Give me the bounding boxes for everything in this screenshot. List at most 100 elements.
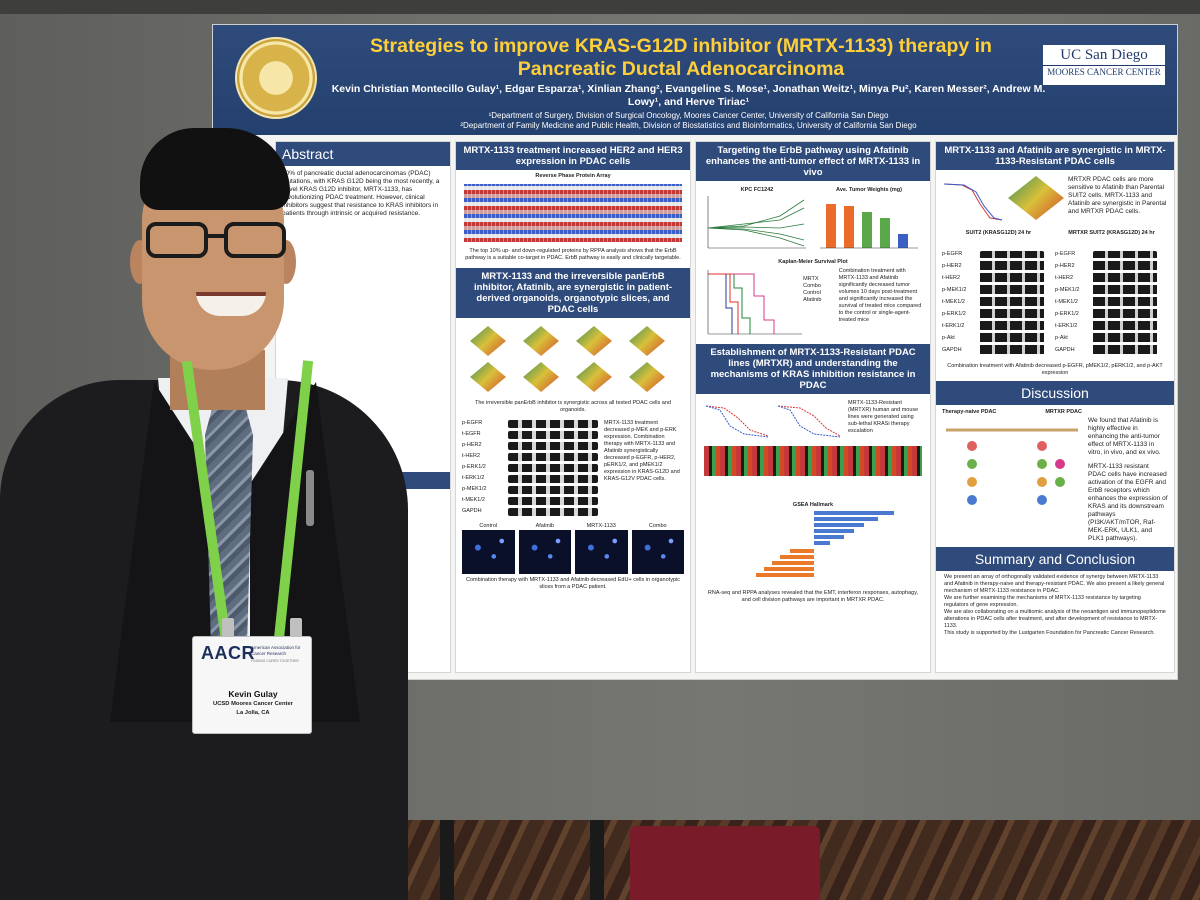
blot-bands [508,420,598,519]
syn-blot-label: t-MEK1/2 [942,299,965,305]
syn-blot-label: p-HER2 [942,263,962,269]
syn-blot-label: p-MEK1/2 [1055,287,1080,293]
suit2-label: SUIT2 (KRASG12D) 24 hr [965,230,1032,236]
synergy-plot [523,362,559,392]
ucsd-logo-line2: MOORES CANCER CENTER [1043,65,1165,78]
syn-blot-label: t-HER2 [1055,275,1074,281]
tumor-weight-label: Ave. Tumor Weights (mg) [836,187,902,193]
summary-item: We are further examining the mechanisms … [944,595,1141,608]
discussion-panel: Therapy-naive PDAC MRTXR PDAC We found t… [936,405,1174,547]
panerbb-caption: The irreversible panErbB inhibitor is sy… [475,400,671,413]
syn-blot-label: t-ERK1/2 [1055,323,1078,329]
synergy-plot [629,326,665,356]
poster-banner: Strategies to improve KRAS-G12D inhibito… [213,25,1177,135]
afatinib-dose-plot [943,183,1003,221]
abstract-text: 90% of pancreatic ductal adenocarcinomas… [282,170,440,217]
synergy-plot [576,326,612,356]
microscopy-panel: Control Afatinib MRTX-1133 Combo [456,519,690,574]
afatinib-plots: MRTXR PDAC cells are more sensitive to A… [936,170,1174,224]
syn-blot-label: t-MEK1/2 [1055,299,1078,305]
disc-right-label: MRTXR PDAC [1045,409,1082,415]
blot-band [508,486,598,494]
km-legend-item: MRTX [803,276,819,282]
summary-item: We present an array of orthogonally vali… [944,574,1165,594]
blot-band [508,431,598,439]
rppa-label: Reverse Phase Protein Array [535,173,611,179]
discussion-point-2: MRTX-1133 resistant PDAC cells have incr… [1088,463,1168,542]
poster-affiliations: ¹Department of Surgery, Division of Surg… [331,111,1046,131]
dose-response-plot [777,405,841,438]
glasses-lens [224,222,286,258]
western-blot-panel: p-EGFR t-EGFR p-HER2 t-HER2 p-ERK1/2 t-E… [456,414,690,519]
synergy-plot-grid [456,318,690,400]
poster-stand-leg [590,820,604,900]
blot-band [508,453,598,461]
poster-title-line1: Strategies to improve KRAS-G12D inhibito… [370,35,992,57]
glasses [146,222,296,262]
uc-seal-logo [235,37,317,119]
dose-response-plot [705,405,769,438]
synergy-text: MRTXR PDAC cells are more sensitive to A… [1068,176,1167,215]
syn-caption: Combination treatment with Afatinib decr… [947,363,1163,376]
name-badge: AACR American Association for Cancer Res… [192,636,312,734]
discussion-point-1: We found that Afatinib is highly effecti… [1088,417,1161,456]
syn-blot-label: p-Akt [1055,335,1068,341]
rppa-heatmap [464,184,682,242]
km-label: Kaplan-Meier Survival Plot [778,259,848,265]
summary-item: This study is supported by the Lustgarte… [944,630,1155,636]
pathway-schematic [946,428,1078,505]
synergy-plot [523,326,559,356]
kpc-label: KPC FC1242 [740,187,774,193]
tumor-weight-bars [820,204,918,249]
microscopy-image [575,530,628,574]
microscopy-image [631,530,684,574]
micro-caption: Combination therapy with MRTX-1133 and A… [466,577,680,590]
badge-clip [222,618,234,640]
syn-blot-label: p-EGFR [942,251,963,257]
blot-row-label: GAPDH [462,508,482,514]
pathway-diagram: Therapy-naive PDAC MRTXR PDAC [942,409,1082,543]
syn-blot-label: p-ERK1/2 [1055,311,1079,317]
blot-row-label: t-MEK1/2 [462,497,485,503]
blot-band [508,508,598,516]
gsea-bar-chart [756,511,894,577]
discussion-header: Discussion [936,381,1174,405]
synergy-blots: SUIT2 (KRASG12D) 24 hr p-EGFR p-HER2 t-H… [936,224,1174,359]
summary-header: Summary and Conclusion [936,547,1174,571]
resistant-section-header: Establishment of MRTX-1133-Resistant PDA… [696,344,930,394]
blot-row-labels: p-EGFR t-EGFR p-HER2 t-HER2 p-ERK1/2 t-E… [462,420,508,519]
summary-item: We are also collaborating on a multiomic… [944,609,1166,629]
km-panel: MRTX Combo Control Afatinib Combination … [696,266,930,340]
research-poster: Strategies to improve KRAS-G12D inhibito… [212,24,1178,680]
blot-band [508,464,598,472]
synergy-plot [470,326,506,356]
syn-blot-label: t-ERK1/2 [942,323,965,329]
blot-row-label: t-EGFR [462,431,481,437]
blot-caption: MRTX-1133 treatment decreased p-MEK and … [604,420,680,482]
glasses-lens [146,222,208,258]
blot-row-label: t-HER2 [462,453,481,459]
panerbb-section-header: MRTX-1133 and the irreversible panErbB i… [456,268,690,318]
syn-blot-label: t-HER2 [942,275,961,281]
glasses-bridge [206,234,226,238]
blot-band [508,420,598,428]
poster-stand-leg [440,820,454,900]
syn-blot-label: p-HER2 [1055,263,1075,269]
km-legend-item: Combo [803,283,821,289]
ucsd-logo-line1: UC San Diego [1060,47,1148,63]
blot-row-label: p-EGFR [462,420,483,426]
blot-band [508,475,598,483]
resistant-curves: MRTX-1133-Resistant (MRTXR) human and mo… [696,394,930,446]
poster-title: Strategies to improve KRAS-G12D inhibito… [331,35,1031,81]
poster-authors: Kevin Christian Montecillo Gulay¹, Edgar… [331,83,1046,108]
blot-row-label: p-HER2 [462,442,482,448]
hair [140,128,290,210]
abstract-header: Abstract [276,142,450,166]
synergy-plot [629,362,665,392]
blot-band [508,497,598,505]
presenter [0,120,420,900]
micro-label: Control [479,523,498,529]
microscopy-image [518,530,571,574]
badge-affiliation: UCSD Moores Cancer Center [213,701,293,707]
tumor-volume-plot [707,196,806,249]
